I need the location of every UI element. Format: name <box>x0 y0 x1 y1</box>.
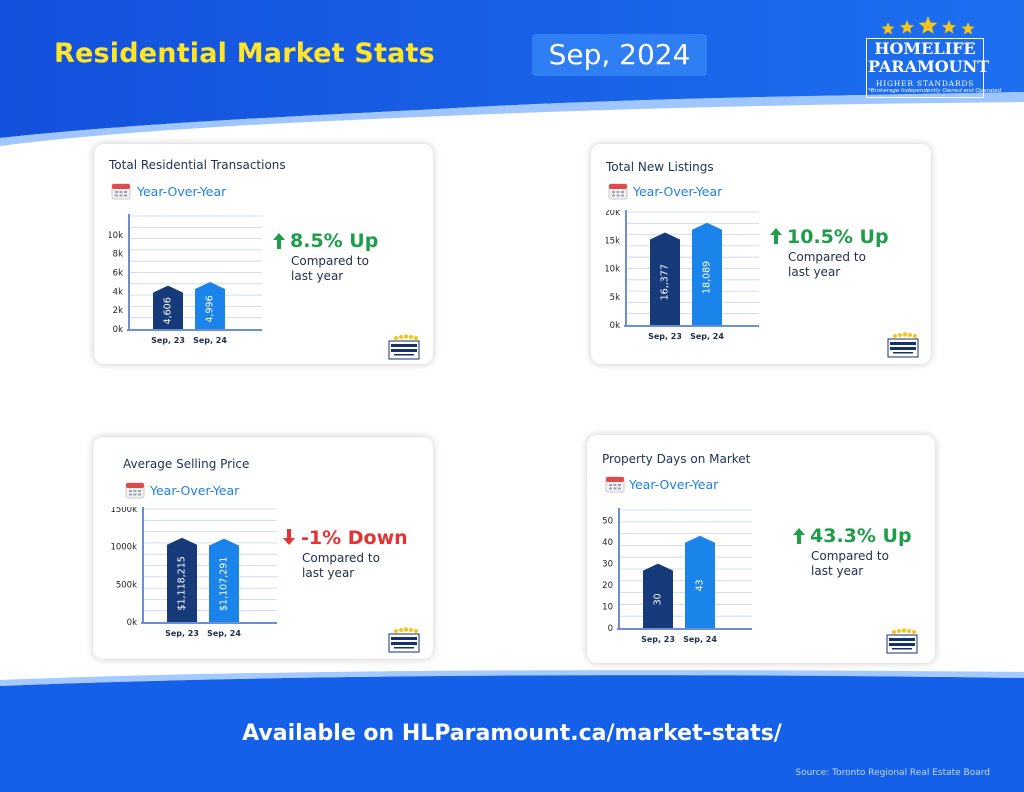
x-tick-label: Sep, 23 <box>151 336 185 345</box>
card-title: Total Residential Transactions <box>109 158 286 172</box>
x-tick-label: Sep, 23 <box>641 635 675 644</box>
y-tick-label: 20 <box>602 581 613 591</box>
brand-mini-logo <box>388 334 420 360</box>
y-tick-label: 0k <box>113 325 123 335</box>
y-tick-label: 20k <box>606 210 620 218</box>
yoy-label: Year-Over-Year <box>150 483 240 498</box>
compare-note: Compared to last year <box>302 551 380 580</box>
y-tick-label: 0k <box>610 321 620 331</box>
bar-value-label: 30 <box>653 593 664 605</box>
calendar-icon <box>605 476 625 493</box>
bar-value-label: 16,,377 <box>660 264 671 300</box>
x-tick-label: Sep, 24 <box>193 336 227 345</box>
y-tick-label: 10k <box>606 265 620 275</box>
card-transactions: Total Residential Transactions Year-Over… <box>94 144 433 364</box>
bar <box>209 538 239 622</box>
y-tick-label: 10k <box>109 231 123 241</box>
y-tick-label: 30 <box>602 560 613 570</box>
card-title: Property Days on Market <box>602 452 751 466</box>
brand-name: HOMELIFE PARAMOUNT <box>868 39 990 76</box>
arrow-up-icon <box>273 233 285 249</box>
y-tick-label: 1000k <box>110 543 137 553</box>
card-average-price: Average Selling Price Year-Over-Year 0k 5… <box>93 437 433 659</box>
calendar-icon <box>111 183 131 200</box>
bar-value-label: $1,107,291 <box>219 557 230 611</box>
bar <box>643 563 673 628</box>
x-tick-label: Sep, 24 <box>690 332 724 341</box>
bar <box>650 232 680 325</box>
x-tick-label: Sep, 23 <box>165 629 199 638</box>
y-tick-label: 50 <box>602 517 613 527</box>
y-tick-label: 15k <box>606 236 620 246</box>
y-tick-label: 2k <box>113 306 123 316</box>
y-tick-label: 5k <box>610 293 620 303</box>
bar-value-label: $1,118,215 <box>177 556 188 610</box>
bar-value-label: 4,606 <box>163 297 174 324</box>
card-title: Total New Listings <box>606 160 714 174</box>
footer-band <box>0 670 1024 792</box>
brand-frame <box>866 38 984 98</box>
date-badge: Sep, 2024 <box>532 34 707 76</box>
page-title: Residential Market Stats <box>54 38 435 69</box>
y-tick-label: 10 <box>602 603 613 613</box>
x-tick-label: Sep, 24 <box>207 629 241 638</box>
yoy-label: Year-Over-Year <box>137 184 227 199</box>
arrow-down-icon <box>283 529 295 545</box>
change-value: 10.5% Up <box>787 226 889 248</box>
brand-mini-logo <box>388 627 420 653</box>
source-note: Source: Toronto Regional Real Estate Boa… <box>795 768 990 778</box>
bar-chart: 0 10 20 30 40 50 30 Sep, 23 43 Sep, 24 <box>602 508 752 644</box>
bar-chart: 0k 5k 10k 15k 20k 16,,377 Sep, 23 18,089 Sep, 24 <box>606 210 759 341</box>
bar <box>153 285 183 329</box>
change-value: 8.5% Up <box>290 230 379 252</box>
bar-value-label: 4,996 <box>205 295 216 322</box>
brand-logo: HOMELIFE PARAMOUNT HIGHER STANDARDS <box>862 16 990 98</box>
y-tick-label: 40 <box>602 538 613 548</box>
bar-chart: 0k 2k 4k 6k 8k 10k 4,606 Sep, 23 4,996 Sep, 24 <box>109 214 262 345</box>
bar <box>685 535 715 628</box>
footer-url[interactable]: Available on HLParamount.ca/market-stats… <box>242 721 782 746</box>
card-days-on-market: Property Days on Market Year-Over-Year 0… <box>587 435 935 663</box>
y-tick-label: 0 <box>608 624 613 634</box>
change-value: 43.3% Up <box>810 525 912 547</box>
arrow-up-icon <box>770 228 782 244</box>
header-band <box>0 0 1024 146</box>
calendar-icon <box>125 482 145 499</box>
card-title: Average Selling Price <box>123 457 250 471</box>
card-new-listings: Total New Listings Year-Over-Year 0k 5k 10… <box>591 144 931 364</box>
brand-mini-logo <box>887 332 919 358</box>
y-tick-label: 4k <box>113 287 123 297</box>
brand-mini-logo <box>886 628 918 654</box>
y-tick-label: 6k <box>113 269 123 279</box>
bar-chart: 0k 500k 1000k 1500k $1,118,215 Sep, 23 $1,107,… <box>110 507 277 638</box>
brand-tagline: HIGHER STANDARDS <box>875 79 975 88</box>
compare-note: Compared to last year <box>291 254 369 283</box>
x-tick-label: Sep, 24 <box>683 635 717 644</box>
bar-value-label: 43 <box>695 579 706 591</box>
bar <box>195 281 225 329</box>
stars-icon <box>881 16 975 35</box>
change-value: -1% Down <box>301 527 408 549</box>
compare-note: Compared to last year <box>811 549 889 578</box>
bar <box>692 222 722 325</box>
bar-value-label: 18,089 <box>702 261 713 294</box>
yoy-label: Year-Over-Year <box>629 477 719 492</box>
brand-note: *Brokerage Independently Owned and Opera… <box>868 88 1002 94</box>
compare-note: Compared to last year <box>788 250 866 279</box>
y-tick-label: 1500k <box>110 507 137 515</box>
y-tick-label: 500k <box>116 580 137 590</box>
arrow-up-icon <box>793 528 805 544</box>
yoy-label: Year-Over-Year <box>633 184 723 199</box>
y-tick-label: 8k <box>113 250 123 260</box>
x-tick-label: Sep, 23 <box>648 332 682 341</box>
calendar-icon <box>608 183 628 200</box>
bar <box>167 537 197 622</box>
y-tick-label: 0k <box>127 618 137 628</box>
